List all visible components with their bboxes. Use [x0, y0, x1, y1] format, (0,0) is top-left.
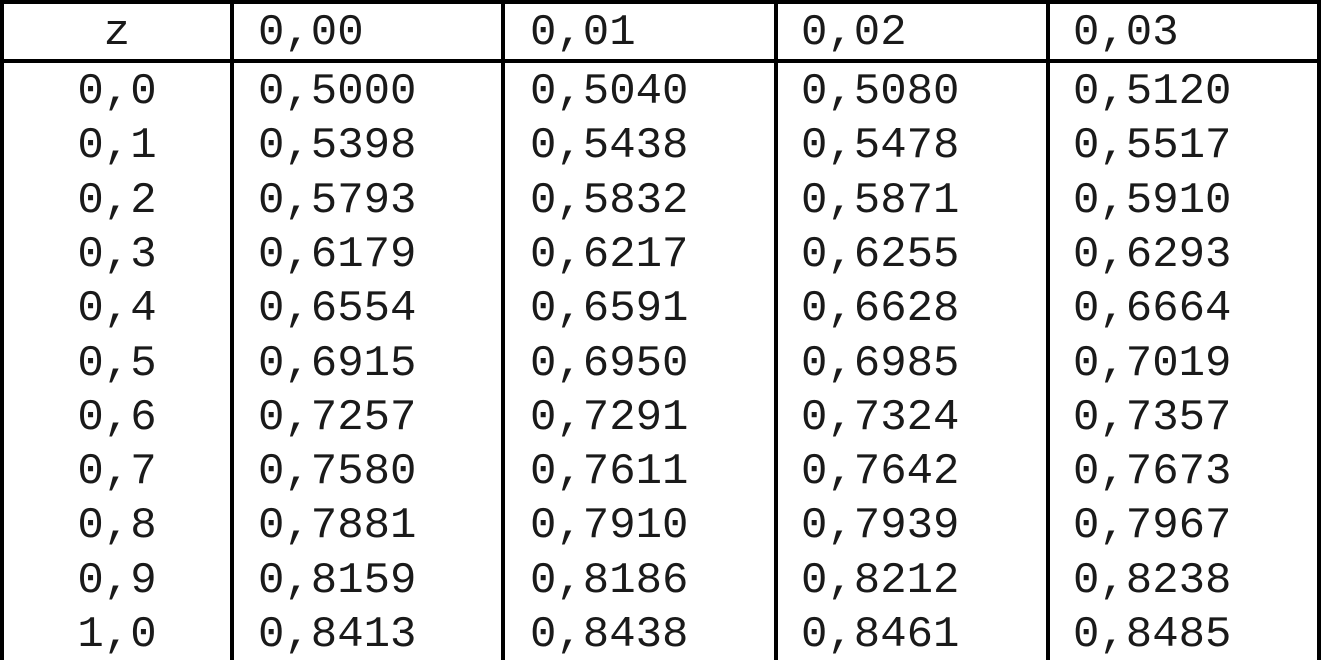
- table-cell: 0,5832: [530, 175, 689, 226]
- table-cell: 0,6985: [801, 338, 960, 389]
- table-cell: 0,8438: [530, 610, 689, 660]
- column-divider: [501, 0, 505, 660]
- table-cell: 0,6591: [530, 284, 689, 335]
- table-cell: 0,5871: [801, 175, 960, 226]
- table-cell: 0,7910: [530, 501, 689, 552]
- table-cell: 0,7967: [1073, 501, 1232, 552]
- table-cell: 0,6179: [258, 229, 417, 280]
- table-cell: 0,8485: [1073, 610, 1232, 660]
- table-cell: 0,8212: [801, 555, 960, 606]
- table-cell: 0,7881: [258, 501, 417, 552]
- table-cell: 0,5517: [1073, 121, 1232, 172]
- header-col-4: 0,03: [1073, 8, 1179, 58]
- table-cell: 0,6217: [530, 229, 689, 280]
- table-cell: 0,7257: [258, 392, 417, 443]
- table-cell: 0,8186: [530, 555, 689, 606]
- table-cell: 0,7019: [1073, 338, 1232, 389]
- row-z-value: 0,4: [77, 284, 157, 335]
- row-divider: [0, 0, 1321, 4]
- table-cell: 0,6293: [1073, 229, 1232, 280]
- table-cell: 0,7642: [801, 447, 960, 498]
- header-col-1: 0,00: [258, 8, 364, 58]
- table-cell: 0,8159: [258, 555, 417, 606]
- column-divider: [774, 0, 778, 660]
- table-cell: 0,5910: [1073, 175, 1232, 226]
- column-divider: [1046, 0, 1050, 660]
- table-cell: 0,7357: [1073, 392, 1232, 443]
- row-z-value: 1,0: [77, 610, 157, 660]
- table-cell: 0,7673: [1073, 447, 1232, 498]
- table-cell: 0,5438: [530, 121, 689, 172]
- table-cell: 0,8238: [1073, 555, 1232, 606]
- table-cell: 0,5793: [258, 175, 417, 226]
- table-cell: 0,5080: [801, 67, 960, 117]
- table-cell: 0,5040: [530, 67, 689, 117]
- table-cell: 0,5120: [1073, 67, 1232, 117]
- row-z-value: 0,2: [77, 175, 157, 226]
- header-col-3: 0,02: [801, 8, 907, 58]
- row-z-value: 0,3: [77, 229, 157, 280]
- table-cell: 0,7291: [530, 392, 689, 443]
- header-col-2: 0,01: [530, 8, 636, 58]
- table-cell: 0,6628: [801, 284, 960, 335]
- column-divider: [0, 0, 4, 660]
- column-divider: [230, 0, 234, 660]
- row-z-value: 0,6: [77, 392, 157, 443]
- table-cell: 0,5398: [258, 121, 417, 172]
- table-cell: 0,8413: [258, 610, 417, 660]
- table-cell: 0,7580: [258, 447, 417, 498]
- row-divider: [0, 59, 1321, 63]
- row-z-value: 0,1: [77, 121, 157, 172]
- table-cell: 0,7611: [530, 447, 689, 498]
- row-z-value: 0,8: [77, 501, 157, 552]
- table-cell: 0,8461: [801, 610, 960, 660]
- table-cell: 0,5000: [258, 67, 417, 117]
- table-cell: 0,6664: [1073, 284, 1232, 335]
- table-cell: 0,6554: [258, 284, 417, 335]
- table-cell: 0,5478: [801, 121, 960, 172]
- row-z-value: 0,9: [77, 555, 157, 606]
- table-cell: 0,7324: [801, 392, 960, 443]
- row-z-value: 0,5: [77, 338, 157, 389]
- row-z-value: 0,7: [77, 447, 157, 498]
- table-cell: 0,6255: [801, 229, 960, 280]
- table-cell: 0,6950: [530, 338, 689, 389]
- column-divider: [1317, 0, 1321, 660]
- header-z: z: [103, 8, 131, 58]
- table-cell: 0,6915: [258, 338, 417, 389]
- table-cell: 0,7939: [801, 501, 960, 552]
- row-z-value: 0,0: [77, 67, 157, 117]
